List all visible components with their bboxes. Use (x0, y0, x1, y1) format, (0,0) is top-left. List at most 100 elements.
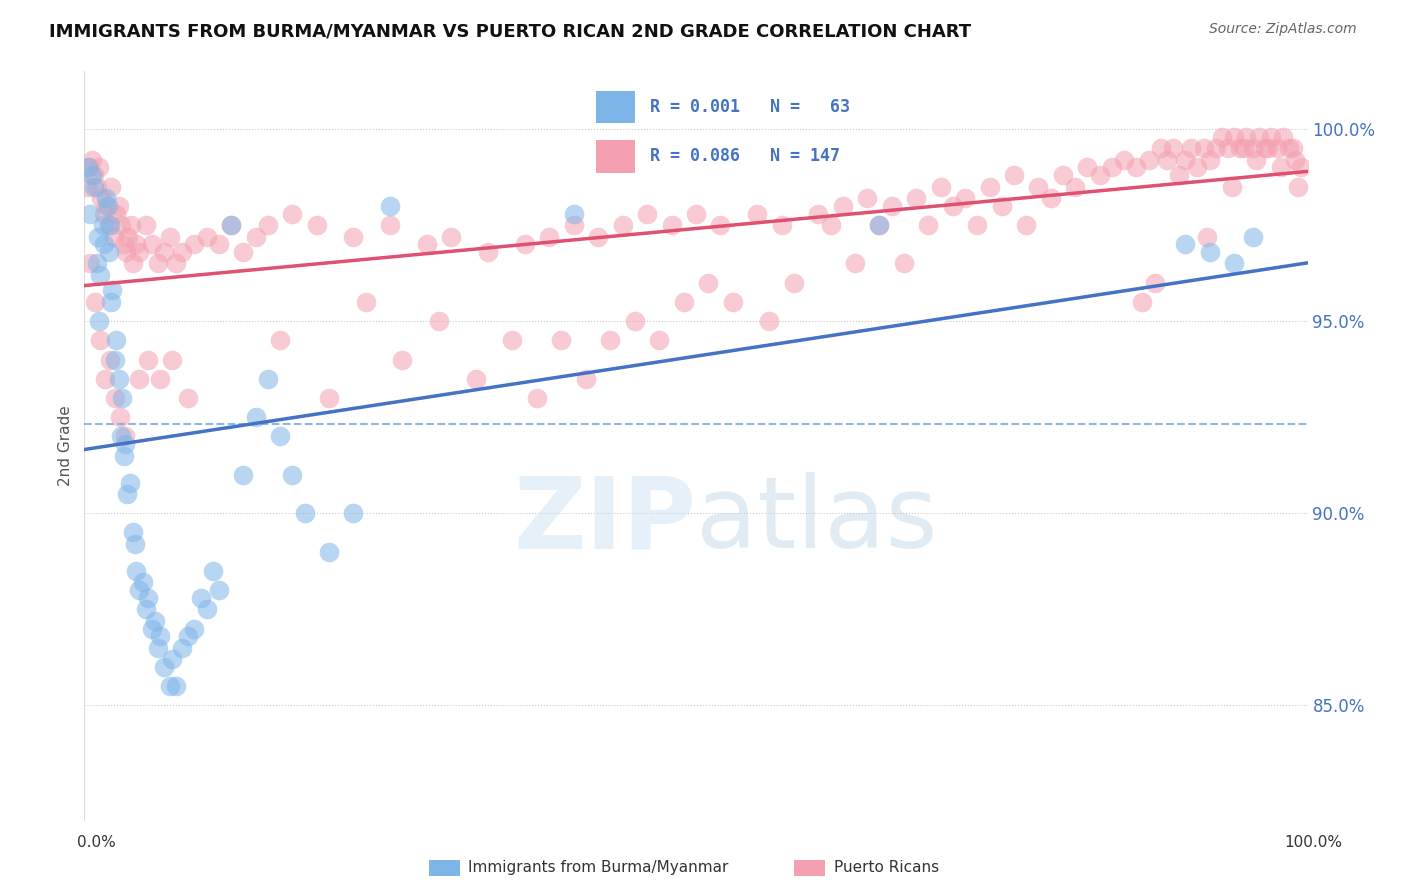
Point (721, 294, 744, 309)
Point (1088, 168, 1111, 182)
Text: 0.0%: 0.0% (77, 836, 117, 850)
Point (91, 218, 114, 232)
Point (979, 179, 1001, 194)
Point (1039, 191, 1062, 205)
Point (1244, 153, 1267, 167)
Point (219, 218, 242, 232)
Point (1254, 141, 1277, 155)
Point (697, 276, 720, 290)
Point (120, 218, 142, 232)
Point (146, 640, 169, 655)
Point (1028, 179, 1050, 194)
Point (122, 525, 145, 540)
Point (89, 334, 111, 348)
Point (502, 334, 524, 348)
Point (685, 206, 707, 220)
Point (1216, 141, 1239, 155)
Point (201, 564, 224, 578)
Point (208, 583, 231, 598)
Point (1114, 153, 1136, 167)
Point (1247, 129, 1270, 144)
Point (257, 372, 280, 386)
Point (110, 429, 132, 443)
Point (141, 622, 163, 636)
Point (103, 229, 125, 244)
Point (125, 564, 148, 578)
Point (83, 168, 105, 182)
Point (318, 544, 340, 558)
Point (1284, 153, 1306, 167)
Point (1137, 153, 1160, 167)
Point (80, 168, 103, 182)
Point (162, 652, 184, 666)
Point (538, 229, 561, 244)
Point (1241, 141, 1264, 155)
Point (440, 229, 463, 244)
Y-axis label: 2nd Grade: 2nd Grade (58, 406, 73, 486)
Point (94, 372, 117, 386)
Point (159, 229, 181, 244)
Point (269, 429, 291, 443)
Point (136, 352, 159, 367)
Point (1132, 294, 1154, 309)
Point (1286, 179, 1309, 194)
Text: 100.0%: 100.0% (1285, 836, 1343, 850)
Point (562, 206, 585, 220)
Point (929, 179, 952, 194)
Point (1125, 161, 1147, 175)
Point (177, 391, 200, 405)
Point (1211, 129, 1233, 144)
Point (294, 506, 316, 520)
Point (1015, 218, 1038, 232)
Point (1223, 256, 1246, 270)
Point (1076, 161, 1098, 175)
Point (245, 229, 267, 244)
Point (98, 218, 121, 232)
Point (124, 537, 146, 551)
Point (1174, 153, 1197, 167)
Point (98, 352, 121, 367)
Point (105, 334, 128, 348)
Point (107, 372, 129, 386)
Point (1223, 129, 1246, 144)
Point (115, 244, 138, 259)
Point (153, 244, 176, 259)
Point (1265, 141, 1288, 155)
Point (101, 284, 124, 298)
Point (1260, 129, 1282, 144)
Point (856, 191, 879, 205)
Point (125, 237, 148, 252)
Point (86, 256, 108, 270)
Point (758, 314, 780, 328)
Point (87, 229, 110, 244)
Point (1205, 141, 1227, 155)
Point (513, 237, 536, 252)
Point (132, 575, 155, 590)
Point (172, 640, 194, 655)
Point (1002, 168, 1025, 182)
Point (135, 602, 157, 616)
Point (177, 629, 200, 643)
Point (661, 218, 683, 232)
Point (232, 467, 254, 482)
Point (427, 314, 450, 328)
Point (917, 218, 939, 232)
Point (1174, 237, 1197, 252)
Point (709, 218, 731, 232)
Point (135, 218, 157, 232)
Point (86, 179, 108, 194)
Point (380, 199, 402, 213)
Point (105, 206, 128, 220)
Point (128, 244, 150, 259)
Point (87, 161, 110, 175)
Text: ZIP: ZIP (513, 473, 696, 569)
Point (79, 256, 101, 270)
Text: atlas: atlas (696, 473, 938, 569)
Point (165, 256, 187, 270)
Bar (596, 91, 636, 123)
Point (1161, 141, 1184, 155)
Point (869, 218, 891, 232)
Point (586, 229, 609, 244)
Point (953, 191, 976, 205)
Point (128, 372, 150, 386)
